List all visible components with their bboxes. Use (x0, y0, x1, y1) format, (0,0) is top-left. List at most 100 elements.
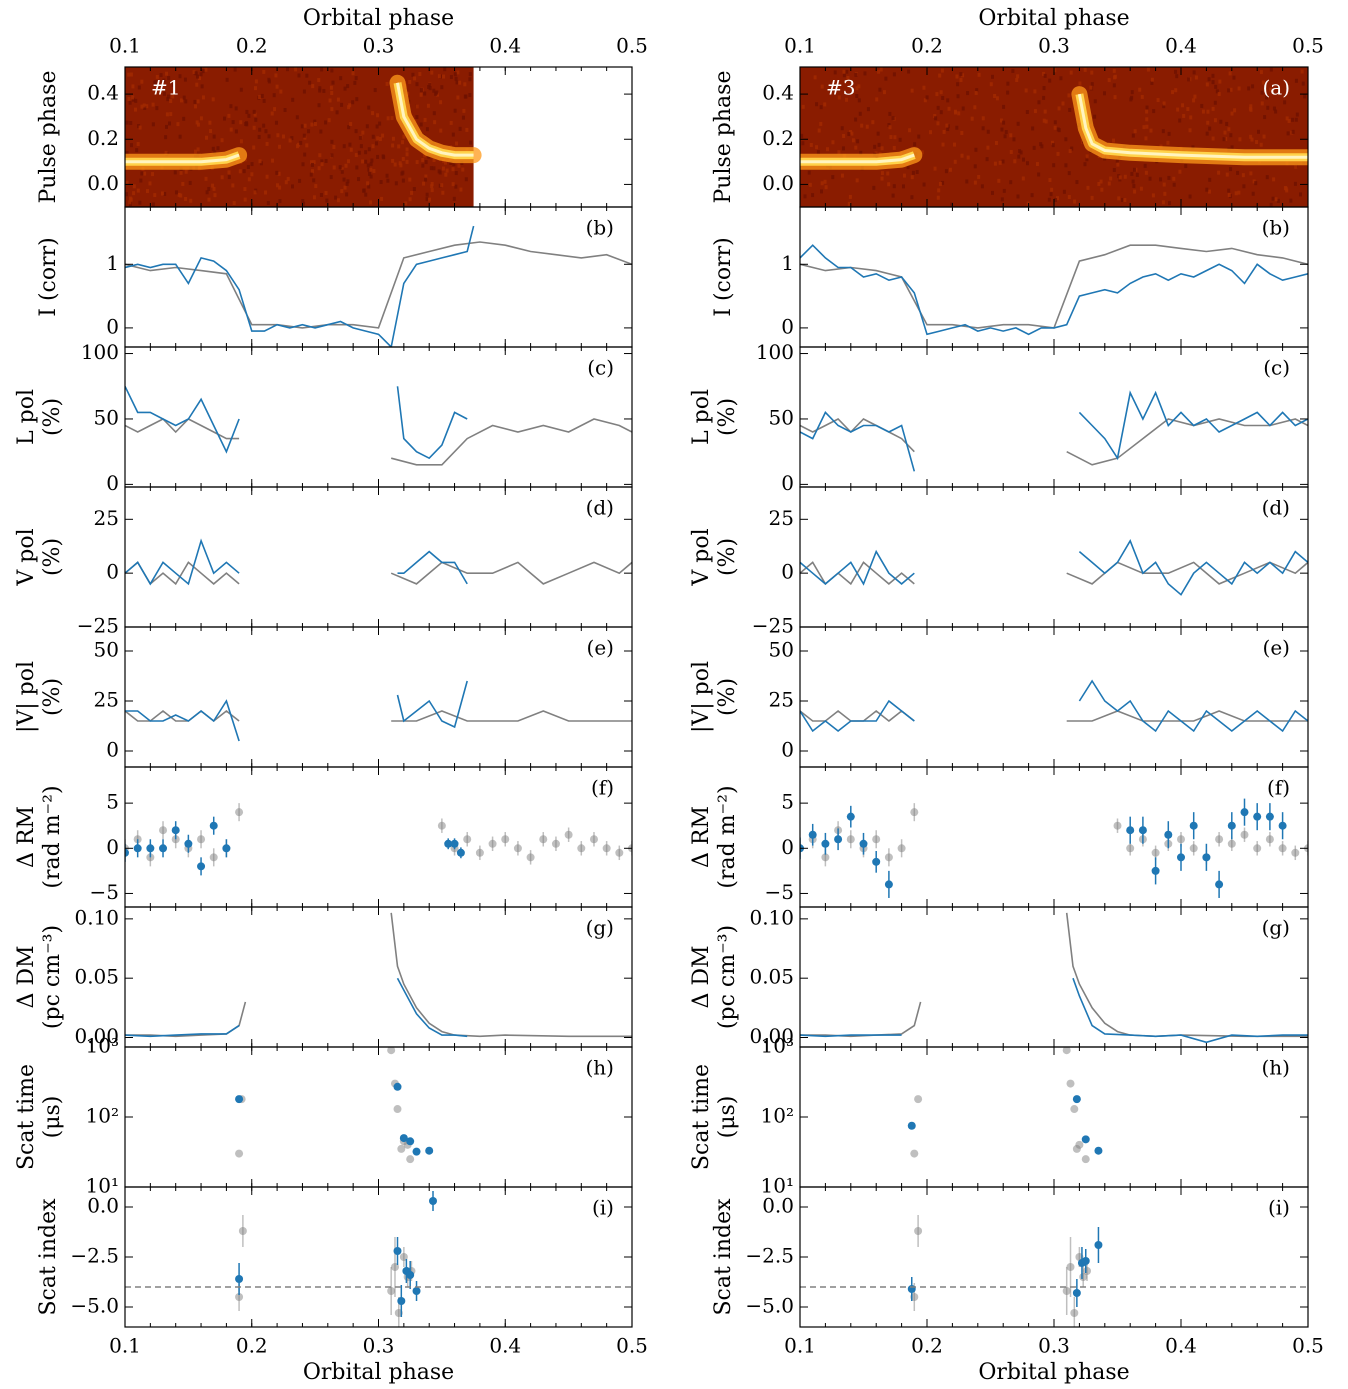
noise (1053, 120, 1057, 125)
noise (1227, 188, 1231, 193)
noise (225, 77, 229, 82)
noise (346, 159, 350, 164)
y-axis-label: |V| pol (689, 661, 714, 733)
noise (925, 95, 929, 100)
noise (357, 150, 361, 155)
axes-frame (124, 346, 633, 488)
noise (1263, 115, 1267, 120)
noise (299, 140, 303, 145)
y-tick-label: 10¹ (86, 1174, 119, 1198)
y-tick-label: 1 (106, 251, 119, 275)
noise (378, 121, 382, 126)
noise (184, 196, 188, 201)
noise (1044, 119, 1048, 124)
noise (177, 192, 181, 197)
panel-label: (g) (1262, 916, 1290, 940)
noise (381, 133, 385, 138)
noise (1121, 197, 1125, 202)
noise (1090, 82, 1094, 87)
noise (823, 179, 827, 184)
x-tick-label: 0.1 (109, 34, 141, 58)
y-tick-label: 100 (81, 340, 119, 364)
noise (281, 134, 285, 139)
y-axis-label: (%) (715, 538, 740, 576)
noise (369, 200, 373, 205)
noise (1039, 142, 1043, 147)
noise (313, 121, 317, 126)
noise (423, 91, 427, 96)
y-axis-label: (μs) (715, 1096, 740, 1139)
noise (243, 187, 247, 192)
noise (1178, 118, 1182, 123)
noise (285, 67, 289, 72)
y-tick-label: 0.00 (74, 1024, 119, 1048)
noise (154, 80, 158, 85)
noise (1266, 105, 1270, 110)
noise (164, 124, 168, 129)
noise (324, 158, 328, 163)
noise (1123, 198, 1127, 203)
noise (1144, 170, 1148, 175)
noise (837, 150, 841, 155)
noise (258, 159, 262, 164)
noise (1022, 157, 1026, 162)
noise (1015, 78, 1019, 83)
point (914, 1227, 923, 1235)
noise (1215, 89, 1219, 94)
noise (264, 190, 268, 195)
noise (1053, 68, 1057, 73)
noise (997, 178, 1001, 183)
noise (254, 79, 258, 84)
noise (346, 179, 350, 184)
panel-label: (h) (586, 1056, 615, 1080)
noise (1143, 163, 1147, 168)
noise (265, 174, 269, 179)
noise (252, 145, 256, 150)
y-tick-label: 0.05 (74, 965, 119, 989)
noise (257, 134, 261, 139)
noise (817, 128, 821, 133)
noise (1228, 71, 1232, 76)
noise (339, 76, 343, 81)
noise (164, 135, 168, 140)
noise (318, 86, 322, 91)
noise (361, 130, 365, 135)
axes-frame (124, 906, 633, 1048)
series-line (125, 977, 468, 1038)
noise (1033, 109, 1037, 114)
noise (950, 202, 954, 207)
noise (463, 82, 467, 87)
noise (1303, 94, 1307, 99)
noise (368, 171, 372, 176)
noise (856, 139, 860, 144)
noise (973, 164, 977, 169)
noise (1068, 107, 1072, 112)
noise (468, 93, 472, 98)
noise (1161, 129, 1165, 134)
y-tick-label: 0.4 (87, 81, 119, 105)
noise (1285, 116, 1289, 121)
noise (204, 176, 208, 181)
noise (125, 180, 129, 185)
noise (956, 82, 960, 87)
noise (455, 80, 459, 85)
noise (449, 120, 453, 125)
noise (184, 169, 188, 174)
y-axis-label: (pc cm⁻³) (40, 925, 65, 1029)
noise (385, 81, 389, 86)
noise (1129, 97, 1133, 102)
noise (193, 149, 197, 154)
noise (855, 93, 859, 98)
plot-area (800, 798, 1308, 898)
noise (809, 142, 813, 147)
noise (1213, 100, 1217, 105)
noise (1149, 128, 1153, 133)
noise (401, 140, 405, 145)
y-tick-label: 0.0 (87, 1194, 119, 1218)
noise (371, 134, 375, 139)
noise (358, 135, 362, 140)
noise (1145, 124, 1149, 129)
noise (169, 99, 173, 104)
noise (857, 84, 861, 89)
noise (1211, 73, 1215, 78)
